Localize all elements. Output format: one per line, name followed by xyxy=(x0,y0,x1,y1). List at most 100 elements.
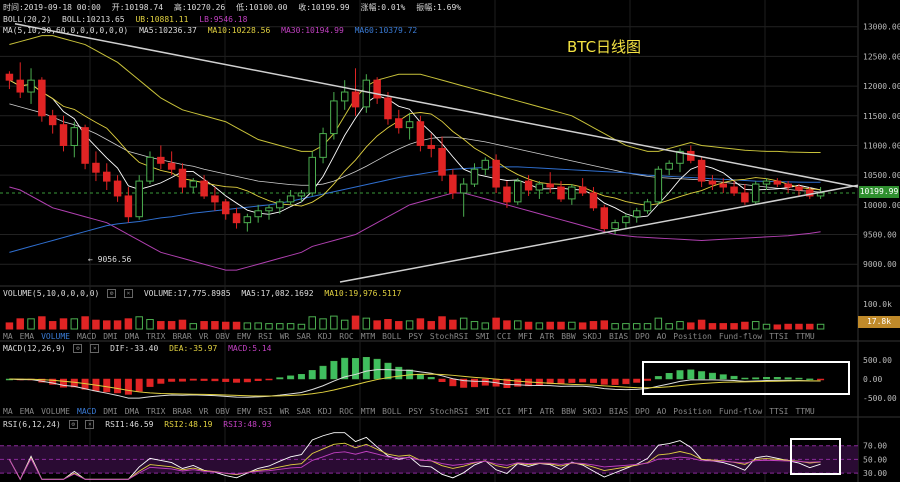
indicator-tab[interactable]: Position xyxy=(673,407,712,416)
candle xyxy=(481,157,490,176)
indicator-tab[interactable]: VOLUME xyxy=(41,407,70,416)
indicator-tab[interactable]: VR xyxy=(198,407,209,416)
indicator-tab[interactable]: OBV xyxy=(215,407,230,416)
indicator-tab[interactable]: DPO xyxy=(635,407,650,416)
indicator-tab[interactable]: DMA xyxy=(124,332,140,341)
indicator-tab[interactable]: StochRSI xyxy=(429,332,469,341)
volume-ma5-value: MA5:17,082.1692 xyxy=(241,289,314,298)
indicator-tab[interactable]: BBW xyxy=(561,407,576,416)
y-tick-label: 9000.00 xyxy=(863,260,897,269)
indicator-tab[interactable]: ATR xyxy=(539,332,555,341)
indicator-tab[interactable]: AO xyxy=(656,332,667,341)
macd-histogram-bar xyxy=(633,378,641,383)
settings-icon[interactable]: ⚙ xyxy=(68,420,78,429)
indicator-tab[interactable]: ATR xyxy=(539,407,555,416)
indicator-tab[interactable]: BBW xyxy=(561,332,576,341)
indicator-tab[interactable]: SKDJ xyxy=(582,407,602,416)
close-icon[interactable]: × xyxy=(90,344,100,353)
y-tick-label: 12500.00 xyxy=(863,52,900,61)
macd-histogram-bar xyxy=(676,370,684,380)
macd-histogram-bar xyxy=(449,378,457,387)
indicator-tab[interactable]: KDJ xyxy=(317,407,333,416)
indicator-tab[interactable]: EMV xyxy=(236,332,252,341)
indicator-tab[interactable]: DMA xyxy=(124,407,140,416)
indicator-tab[interactable]: ROC xyxy=(339,407,354,416)
indicator-tab[interactable]: OBV xyxy=(215,332,230,341)
boll-mid-value: BOLL:10213.65 xyxy=(62,15,125,24)
indicator-tab[interactable]: SMI xyxy=(475,407,490,416)
macd-histogram-bar xyxy=(687,369,695,380)
macd-histogram-bar xyxy=(384,362,392,380)
indicator-tab[interactable]: ROC xyxy=(339,332,354,341)
indicator-tab[interactable]: Fund-flow xyxy=(718,332,763,341)
indicator-tab[interactable]: PSY xyxy=(408,407,423,416)
macd-histogram-bar xyxy=(168,378,176,382)
candle xyxy=(38,77,46,122)
volume-bar xyxy=(351,315,360,330)
min-price-label: ← 9056.56 xyxy=(88,255,132,264)
indicator-tab[interactable]: TTMU xyxy=(795,332,815,341)
settings-icon[interactable]: ⚙ xyxy=(107,289,117,298)
indicator-tab[interactable]: SKDJ xyxy=(582,332,602,341)
indicator-tab[interactable]: PSY xyxy=(408,332,423,341)
indicator-tab[interactable]: RSI xyxy=(258,407,273,416)
candle xyxy=(135,175,143,220)
indicator-tab[interactable]: RSI xyxy=(258,332,273,341)
candle-body xyxy=(697,159,706,182)
indicator-tab[interactable]: BRAR xyxy=(172,407,192,416)
indicator-tab[interactable]: BOLL xyxy=(382,332,402,341)
indicator-tab[interactable]: TTMU xyxy=(795,407,815,416)
indicator-tab[interactable]: WR xyxy=(279,332,290,341)
indicator-tab[interactable]: DPO xyxy=(635,332,650,341)
indicator-tab[interactable]: BOLL xyxy=(382,407,402,416)
indicator-tab[interactable]: MA xyxy=(3,332,13,341)
volume-header: VOLUME(5,10,0,0,0,0) ⚙ × VOLUME:17,775.8… xyxy=(3,289,401,299)
indicator-tab[interactable]: VR xyxy=(198,332,209,341)
macd-histogram-bar xyxy=(600,378,608,385)
indicator-tab[interactable]: CCI xyxy=(496,407,512,416)
volume-bar xyxy=(276,323,284,330)
indicator-tab[interactable]: EMV xyxy=(236,407,252,416)
indicator-tab[interactable]: TRIX xyxy=(146,407,166,416)
indicator-tab[interactable]: StochRSI xyxy=(429,407,469,416)
indicator-tab[interactable]: TTSI xyxy=(769,407,789,416)
indicator-tab[interactable]: WR xyxy=(279,407,290,416)
close-icon[interactable]: × xyxy=(85,420,95,429)
macd-histogram-bar xyxy=(535,378,543,385)
indicator-tab[interactable]: AO xyxy=(656,407,667,416)
indicator-tab[interactable]: MACD xyxy=(77,407,97,416)
indicator-tab[interactable]: KDJ xyxy=(317,332,333,341)
indicator-tab[interactable]: SAR xyxy=(296,407,311,416)
volume-axis-label: 100.0k xyxy=(863,300,892,309)
indicator-tab[interactable]: TRIX xyxy=(146,332,166,341)
indicator-tabs-volume: MA EMA VOLUME MACD DMI DMA TRIX BRAR VR OBV EMV RSI… xyxy=(3,332,822,341)
indicator-tab[interactable]: Fund-flow xyxy=(718,407,763,416)
indicator-tab[interactable]: MFI xyxy=(518,332,533,341)
indicator-tab[interactable]: BRAR xyxy=(172,332,192,341)
indicator-tab[interactable]: BIAS xyxy=(608,407,629,416)
indicator-tab[interactable]: EMA xyxy=(19,332,35,341)
indicator-tab[interactable]: BIAS xyxy=(608,332,629,341)
indicator-tab[interactable]: DMI xyxy=(103,407,118,416)
indicator-tab[interactable]: MACD xyxy=(77,332,97,341)
indicator-tab[interactable]: TTSI xyxy=(769,332,789,341)
indicator-tab[interactable]: DMI xyxy=(103,332,118,341)
indicator-tab[interactable]: MA xyxy=(3,407,13,416)
indicator-tab[interactable]: MFI xyxy=(518,407,533,416)
candle-body xyxy=(5,73,14,81)
indicator-tab[interactable]: SMI xyxy=(475,332,490,341)
indicator-tab[interactable]: CCI xyxy=(496,332,512,341)
macd-histogram-bar xyxy=(460,378,468,388)
candle xyxy=(81,124,89,170)
indicator-tab[interactable]: VOLUME xyxy=(41,332,70,341)
candle xyxy=(92,151,100,182)
indicator-tab[interactable]: EMA xyxy=(19,407,35,416)
indicator-tab[interactable]: Position xyxy=(673,332,712,341)
indicator-tab[interactable]: MTM xyxy=(360,407,376,416)
close-icon[interactable]: × xyxy=(123,289,133,298)
ma30-value: MA30:10194.99 xyxy=(281,26,344,35)
settings-icon[interactable]: ⚙ xyxy=(73,344,83,353)
indicator-tab[interactable]: MTM xyxy=(360,332,376,341)
indicator-tab[interactable]: SAR xyxy=(296,332,311,341)
